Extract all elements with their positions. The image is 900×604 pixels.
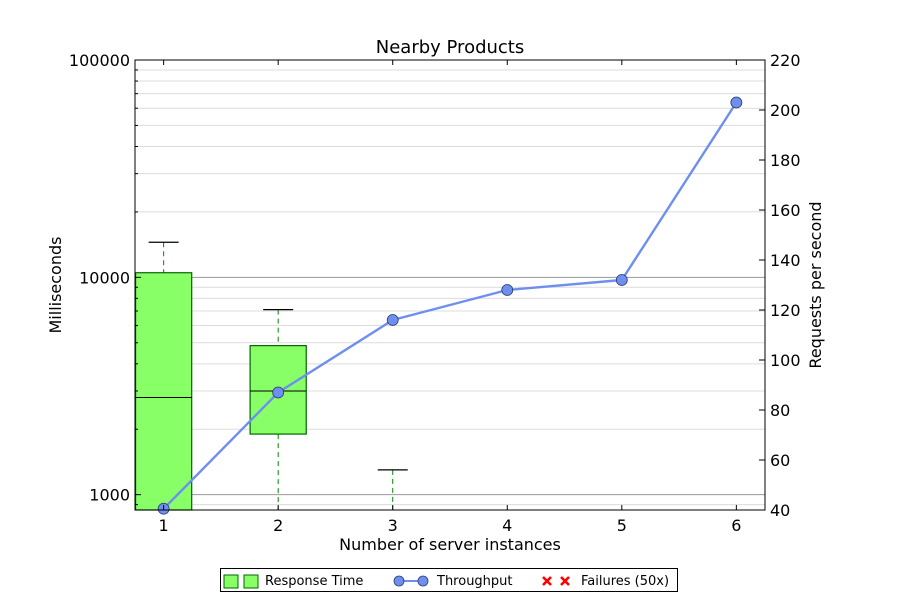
box-1 <box>134 241 193 511</box>
right-tick-label-40: 40 <box>770 501 790 520</box>
throughput-point-3 <box>386 314 399 326</box>
throughput-point-2 <box>272 386 285 399</box>
throughput-line <box>162 101 738 510</box>
gridlines <box>135 59 765 506</box>
right-axis-label: Requests per second <box>806 201 825 368</box>
left-tick-label-1000: 1000 <box>89 486 130 505</box>
legend-item-throughput: Throughput <box>393 572 513 590</box>
x-tick-label-6: 6 <box>731 516 741 535</box>
x-tick-label-4: 4 <box>502 516 512 535</box>
legend-swatch-box-1 <box>223 574 239 589</box>
legend-swatch-response-time <box>223 574 259 589</box>
legend-swatch-failures <box>542 576 570 586</box>
x-tick-label-3: 3 <box>388 516 398 535</box>
x-tick-label-1: 1 <box>159 516 169 535</box>
legend-swatch-x-1 <box>542 576 552 586</box>
x-tick-label-2: 2 <box>273 516 283 535</box>
legend-label-failures: Failures (50x) <box>581 573 670 589</box>
right-tick-label-60: 60 <box>770 451 790 470</box>
box-3 <box>377 469 408 510</box>
x-axis-label: Number of server instances <box>339 535 561 554</box>
legend-item-response-time: Response Time <box>223 572 363 590</box>
legend-swatch-marker-2 <box>417 575 429 587</box>
right-tick-label-120: 120 <box>770 301 801 320</box>
left-tick-label-100000: 100000 <box>69 51 130 70</box>
throughput-point-4 <box>501 284 514 296</box>
right-tick-label-220: 220 <box>770 51 801 70</box>
legend-label-throughput: Throughput <box>437 573 513 589</box>
left-axis-label: Milliseconds <box>46 237 65 334</box>
chart-title: Nearby Products <box>376 37 525 58</box>
legend: Response Time Throughput Failures (50x) <box>220 568 678 592</box>
box-body <box>134 272 193 511</box>
legend-swatch-box-2 <box>243 574 259 589</box>
right-tick-label-140: 140 <box>770 251 801 270</box>
x-tick-label-5: 5 <box>617 516 627 535</box>
right-tick-label-80: 80 <box>770 401 790 420</box>
legend-swatch-marker-1 <box>393 575 405 587</box>
legend-label-response-time: Response Time <box>265 573 364 589</box>
right-tick-label-180: 180 <box>770 151 801 170</box>
throughput-point-5 <box>615 274 628 286</box>
legend-swatch-throughput <box>393 575 429 587</box>
right-tick-label-100: 100 <box>770 351 801 370</box>
legend-item-failures: Failures (50x) <box>539 572 669 590</box>
throughput-point-6 <box>730 96 743 109</box>
legend-swatch-x-2 <box>560 576 570 586</box>
right-tick-label-160: 160 <box>770 201 801 220</box>
plot-frame <box>134 59 766 511</box>
left-tick-label-10000: 10000 <box>79 268 130 287</box>
box-2 <box>249 309 307 510</box>
right-tick-label-200: 200 <box>770 101 801 120</box>
